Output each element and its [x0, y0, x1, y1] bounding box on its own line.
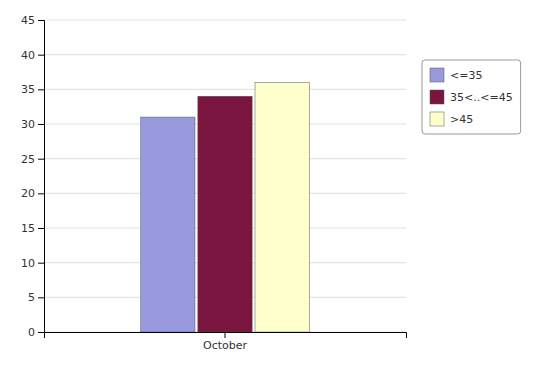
- legend-label: >45: [450, 113, 473, 126]
- y-tick-label: 20: [21, 187, 35, 200]
- y-tick-mark: [38, 263, 44, 264]
- y-tick-mark: [38, 55, 44, 56]
- y-tick: 30: [21, 118, 44, 131]
- y-tick: 0: [28, 326, 44, 339]
- y-tick-mark: [38, 159, 44, 160]
- grid-line: [44, 89, 406, 90]
- grid: [44, 20, 406, 332]
- y-tick-mark: [38, 89, 44, 90]
- bar-series: [141, 117, 195, 332]
- y-tick-mark: [38, 20, 44, 21]
- y-tick-label: 15: [21, 222, 35, 235]
- chart-container: 0 5 10 15 20 25 30 35 40 45 October <=35 35<..<=45 >4…: [0, 0, 536, 368]
- y-tick-label: 10: [21, 257, 35, 270]
- legend-item: 35<..<=45: [430, 90, 513, 104]
- legend-swatch: [430, 112, 444, 126]
- y-tick-mark: [38, 297, 44, 298]
- legend-swatch: [430, 68, 444, 82]
- y-tick-mark: [38, 124, 44, 125]
- legend-swatch: [430, 90, 444, 104]
- bars: [141, 82, 310, 332]
- legend: <=35 35<..<=45 >45: [422, 60, 521, 134]
- y-axis-line: [38, 21, 45, 333]
- bar: [255, 82, 309, 332]
- x-tick-mark: [225, 332, 226, 338]
- y-tick-label: 25: [21, 153, 35, 166]
- y-tick-mark: [38, 332, 44, 333]
- legend-item: >45: [430, 112, 473, 126]
- y-tick: 45: [21, 14, 44, 27]
- y-tick-label: 40: [21, 49, 35, 62]
- y-tick: 20: [21, 187, 44, 200]
- chart: 0 5 10 15 20 25 30 35 40 45 October <=35 35<..<=45 >4…: [0, 0, 536, 368]
- y-axis: 0 5 10 15 20 25 30 35 40 45: [21, 14, 45, 339]
- y-tick-label: 45: [21, 14, 35, 27]
- legend-item: <=35: [430, 68, 482, 82]
- y-tick-label: 30: [21, 118, 35, 131]
- x-axis: October: [45, 332, 407, 352]
- y-tick-label: 35: [21, 83, 35, 96]
- y-tick: 40: [21, 49, 44, 62]
- grid-line: [44, 54, 406, 55]
- y-tick: 25: [21, 153, 44, 166]
- y-tick: 10: [21, 257, 44, 270]
- x-axis-line: [45, 333, 407, 339]
- x-tick: October: [203, 332, 247, 352]
- legend-box: [422, 60, 521, 134]
- legend-label: 35<..<=45: [450, 91, 513, 104]
- x-tick-label: October: [203, 339, 247, 352]
- legend-label: <=35: [450, 69, 482, 82]
- bar: [198, 96, 252, 332]
- y-tick-label: 5: [28, 291, 35, 304]
- y-tick-mark: [38, 193, 44, 194]
- y-tick: 15: [21, 222, 44, 235]
- y-tick-mark: [38, 228, 44, 229]
- bar-series: [198, 96, 252, 332]
- y-tick: 35: [21, 83, 44, 96]
- y-tick-label: 0: [28, 326, 35, 339]
- grid-line: [44, 20, 406, 21]
- y-tick: 5: [28, 291, 44, 304]
- bar: [141, 117, 195, 332]
- bar-series: [255, 82, 309, 332]
- plot: 0 5 10 15 20 25 30 35 40 45 October: [21, 14, 407, 352]
